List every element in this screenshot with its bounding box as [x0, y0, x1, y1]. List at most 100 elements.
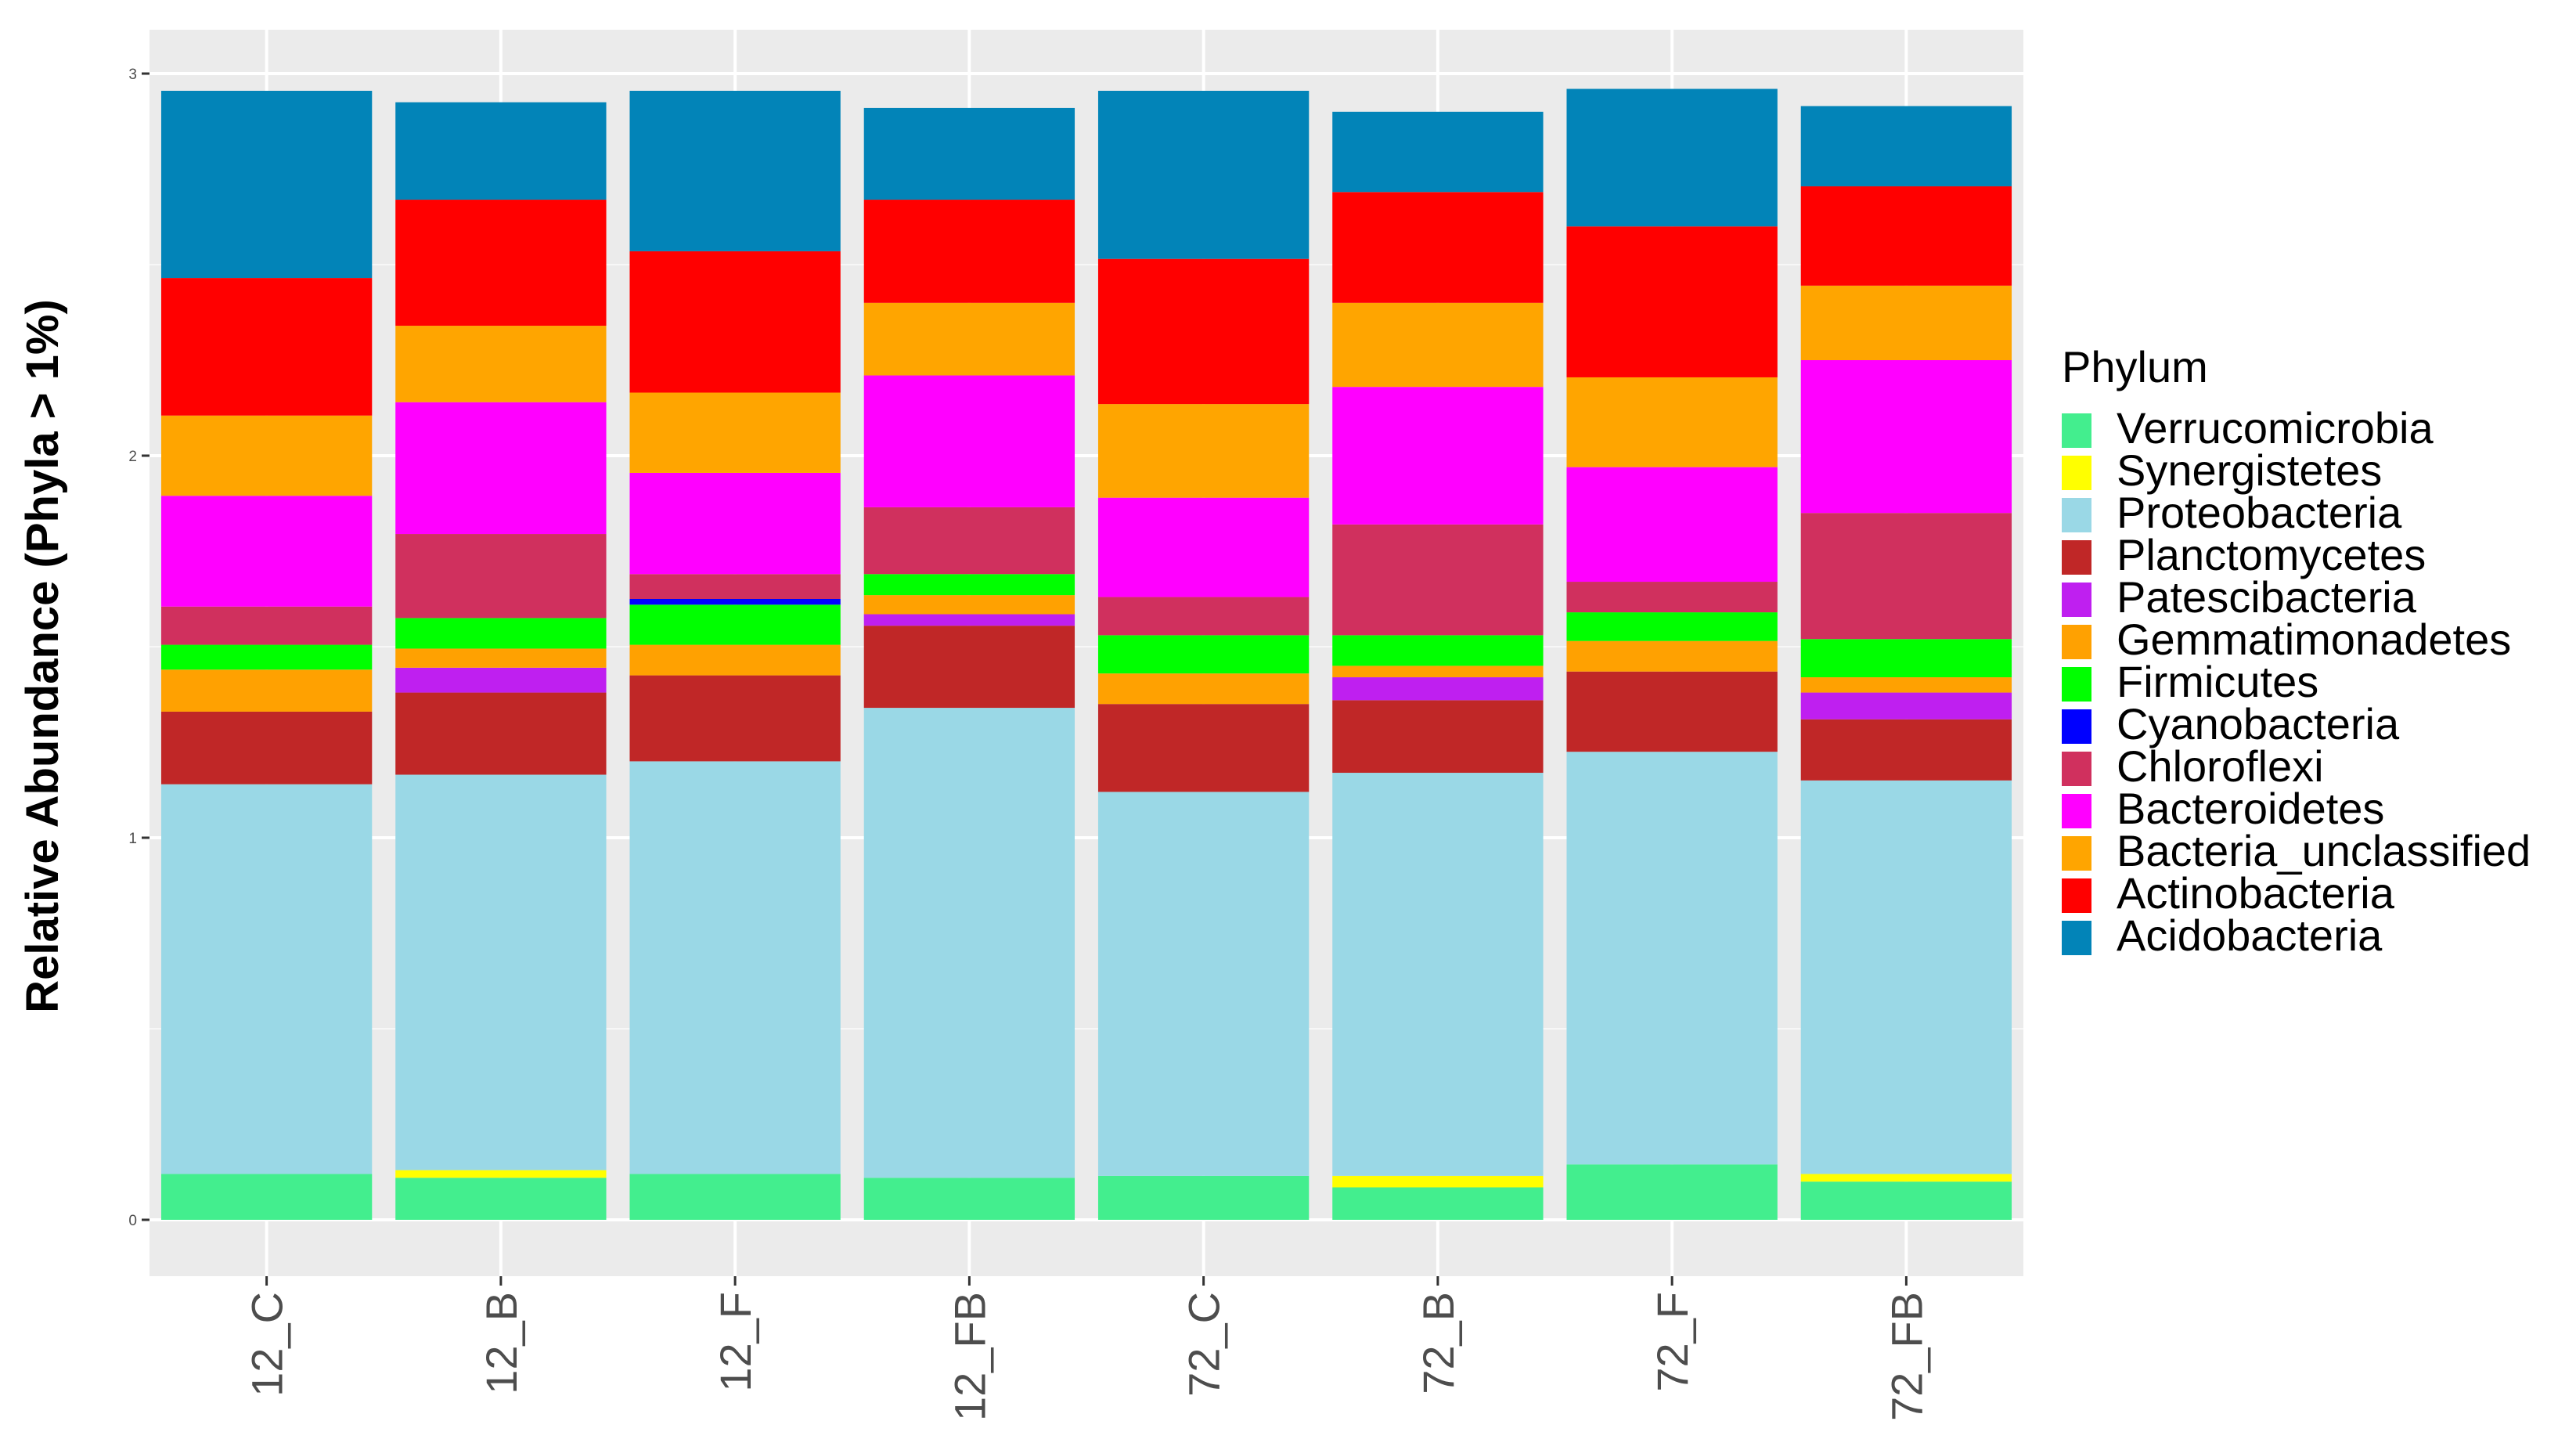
bar-segment-gemmatimonadetes-72-b [1332, 665, 1544, 678]
bar-segment-acidobacteria-72-c [1097, 90, 1310, 259]
bar-segment-verrucomicrobia-12-b [395, 1178, 607, 1220]
legend-key-cyanobacteria [2062, 709, 2091, 744]
bar-segment-bacteroidetes-12-f [629, 472, 841, 575]
bar-segment-bacteria-unclassified-12-f [629, 392, 841, 473]
bar-segment-gemmatimonadetes-72-c [1097, 673, 1310, 705]
x-tick-label: 12_FB [945, 1292, 994, 1421]
x-tick-label: 12_B [477, 1292, 526, 1394]
legend-key-patescibacteria [2062, 583, 2091, 617]
bar-segment-chloroflexi-72-f [1566, 582, 1778, 613]
legend-label: Bacteria_unclassified [2117, 826, 2531, 875]
bar-segment-actinobacteria-72-fb [1800, 186, 2012, 286]
legend-key-actinobacteria [2062, 878, 2091, 913]
bar-segment-patescibacteria-12-b [395, 667, 607, 693]
legend-key-bacteria-unclassified [2062, 836, 2091, 871]
bar-segment-verrucomicrobia-72-f [1566, 1164, 1778, 1220]
bar-segment-synergistetes-72-b [1332, 1175, 1544, 1188]
bar-segment-gemmatimonadetes-12-b [395, 648, 607, 668]
bar-segment-verrucomicrobia-12-c [160, 1174, 373, 1220]
bar-segment-chloroflexi-72-fb [1800, 513, 2012, 640]
x-tick-label: 72_B [1414, 1292, 1463, 1394]
legend-label: Firmicutes [2117, 657, 2318, 706]
bar-segment-firmicutes-72-fb [1800, 639, 2012, 678]
y-axis-title: Relative Abundance (Phyla > 1%) [17, 299, 68, 1013]
bar-segment-bacteria-unclassified-12-b [395, 326, 607, 402]
bar-segment-bacteroidetes-72-fb [1800, 360, 2012, 514]
bar-segment-acidobacteria-12-c [160, 90, 373, 279]
x-tick-label: 72_FB [1882, 1292, 1931, 1421]
bar-segment-bacteroidetes-72-f [1566, 467, 1778, 583]
y-tick-label: 1 [128, 831, 137, 847]
bar-segment-bacteria-unclassified-12-fb [863, 302, 1075, 376]
legend-label: Cyanobacteria [2117, 699, 2400, 748]
legend-key-firmicutes [2062, 667, 2091, 702]
bar-segment-planctomycetes-12-fb [863, 626, 1075, 709]
bar-segment-gemmatimonadetes-12-fb [863, 595, 1075, 615]
bar-segment-acidobacteria-72-f [1566, 88, 1778, 227]
bar-segment-patescibacteria-12-fb [863, 614, 1075, 626]
bar-segment-patescibacteria-72-b [1332, 677, 1544, 701]
bar-segment-cyanobacteria-12-f [629, 599, 841, 605]
bar-segment-actinobacteria-72-b [1332, 192, 1544, 303]
bar-segment-verrucomicrobia-72-b [1332, 1187, 1544, 1220]
bar-segment-chloroflexi-12-fb [863, 507, 1075, 575]
bar-segment-proteobacteria-12-b [395, 774, 607, 1170]
legend-label: Proteobacteria [2117, 488, 2402, 537]
bar-segment-planctomycetes-12-c [160, 711, 373, 785]
bar-segment-actinobacteria-72-f [1566, 226, 1778, 377]
legend-label: Actinobacteria [2117, 868, 2395, 918]
bar-segment-gemmatimonadetes-72-f [1566, 640, 1778, 672]
bar-segment-acidobacteria-72-b [1332, 111, 1544, 193]
legend-key-bacteroidetes [2062, 794, 2091, 828]
y-tick-label: 3 [128, 67, 137, 83]
bar-segment-bacteria-unclassified-72-b [1332, 302, 1544, 388]
bar-segment-proteobacteria-72-b [1332, 773, 1544, 1176]
bar-segment-firmicutes-72-f [1566, 612, 1778, 641]
bar-segment-gemmatimonadetes-12-c [160, 669, 373, 712]
legend-label: Gemmatimonadetes [2117, 615, 2511, 664]
legend-key-verrucomicrobia [2062, 413, 2091, 448]
bar-segment-bacteria-unclassified-12-c [160, 415, 373, 496]
bar-segment-verrucomicrobia-72-fb [1800, 1181, 2012, 1220]
bar-segment-planctomycetes-12-f [629, 675, 841, 762]
bar-segment-gemmatimonadetes-72-fb [1800, 677, 2012, 693]
bar-segment-gemmatimonadetes-12-f [629, 644, 841, 676]
bar-segment-planctomycetes-72-f [1566, 671, 1778, 752]
legend-key-proteobacteria [2062, 498, 2091, 532]
bar-segment-proteobacteria-72-c [1097, 792, 1310, 1176]
bar-segment-planctomycetes-12-b [395, 692, 607, 775]
bar-segment-actinobacteria-72-c [1097, 258, 1310, 405]
bar-segment-bacteroidetes-72-b [1332, 387, 1544, 525]
bar-segment-firmicutes-12-fb [863, 574, 1075, 596]
bar-segment-acidobacteria-12-f [629, 90, 841, 251]
legend-label: Verrucomicrobia [2117, 403, 2434, 453]
bar-segment-acidobacteria-72-fb [1800, 106, 2012, 186]
legend-label: Patescibacteria [2117, 572, 2417, 622]
x-tick-label: 72_C [1180, 1292, 1229, 1397]
legend-label: Acidobacteria [2117, 911, 2383, 960]
legend-label: Planctomycetes [2117, 530, 2426, 579]
bar-segment-bacteria-unclassified-72-f [1566, 377, 1778, 467]
bar-segment-planctomycetes-72-b [1332, 700, 1544, 774]
bar-segment-chloroflexi-72-c [1097, 597, 1310, 636]
x-axis: 12_C 12_B 12_F 12_FB 72_C 72_B 72_F 72_FB [243, 1276, 1931, 1421]
bar-segment-bacteroidetes-12-c [160, 496, 373, 607]
bar-segment-acidobacteria-12-fb [863, 107, 1075, 200]
bar-segment-firmicutes-72-b [1332, 635, 1544, 666]
legend-label: Bacteroidetes [2117, 784, 2384, 833]
bar-segment-firmicutes-72-c [1097, 635, 1310, 674]
bar-segment-bacteroidetes-12-fb [863, 375, 1075, 507]
x-tick-label: 12_F [711, 1292, 760, 1392]
bar-segment-proteobacteria-12-fb [863, 708, 1075, 1178]
bar-segment-proteobacteria-12-f [629, 761, 841, 1174]
bar-segment-proteobacteria-12-c [160, 784, 373, 1174]
x-tick-label: 12_C [243, 1292, 292, 1397]
bar-segment-chloroflexi-12-f [629, 574, 841, 599]
bars [160, 88, 2012, 1220]
bar-segment-planctomycetes-72-fb [1800, 719, 2012, 781]
bar-segment-verrucomicrobia-12-fb [863, 1178, 1075, 1220]
bar-segment-patescibacteria-72-fb [1800, 692, 2012, 720]
legend-key-acidobacteria [2062, 921, 2091, 955]
bar-segment-bacteroidetes-72-c [1097, 497, 1310, 597]
